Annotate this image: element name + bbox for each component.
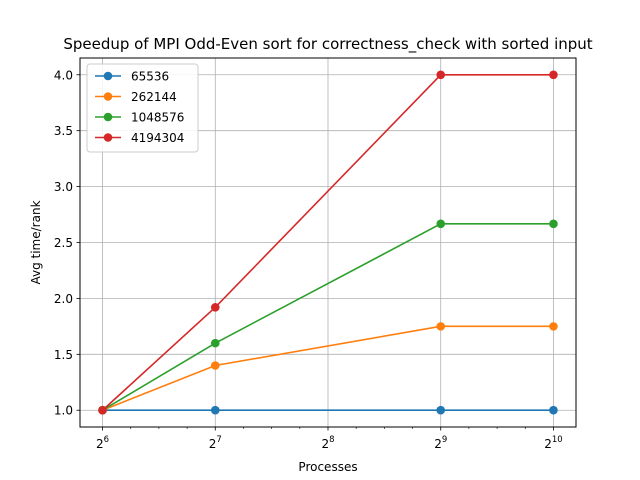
- series-4194304: [98, 70, 558, 415]
- chart-title: Speedup of MPI Odd-Even sort for correct…: [63, 35, 592, 54]
- data-point: [436, 219, 446, 229]
- legend-swatch-marker: [103, 71, 113, 81]
- data-point: [549, 219, 558, 229]
- data-point: [210, 405, 220, 415]
- data-point: [210, 303, 220, 312]
- y-tick-label: 2.5: [54, 236, 73, 250]
- data-point: [436, 405, 446, 415]
- x-tick-label: 28: [321, 435, 334, 451]
- x-tick-label: 26: [96, 435, 109, 451]
- y-tick-label: 2.0: [54, 292, 73, 306]
- legend-swatch-marker: [103, 112, 113, 122]
- legend-label: 4194304: [131, 131, 184, 145]
- legend-label: 1048576: [131, 111, 184, 125]
- x-axis: 26 27 28 29 210: [96, 427, 563, 451]
- series-line: [102, 325, 554, 411]
- data-point: [549, 322, 558, 331]
- y-axis-label: Avg time/rank: [29, 200, 43, 284]
- legend-swatch-marker: [103, 92, 113, 101]
- series-line: [102, 73, 554, 411]
- data-point: [210, 361, 220, 370]
- x-tick-label: 29: [434, 435, 447, 451]
- series-layer: [98, 70, 558, 415]
- x-tick-label: 210: [544, 435, 562, 451]
- y-tick-label: 3.0: [54, 180, 73, 194]
- legend-item: 262144: [95, 90, 177, 104]
- legend-item: 4194304: [95, 131, 184, 145]
- y-tick-label: 1.5: [54, 348, 73, 362]
- y-tick-label: 1.0: [54, 404, 73, 418]
- data-point: [549, 405, 558, 415]
- legend-item: 1048576: [95, 111, 184, 125]
- data-point: [436, 70, 446, 80]
- legend-label: 262144: [131, 90, 177, 104]
- series-line: [102, 223, 554, 411]
- data-point: [436, 322, 446, 331]
- data-point: [98, 405, 107, 415]
- data-point: [210, 338, 220, 348]
- data-point: [549, 70, 558, 80]
- x-axis-label: Processes: [298, 460, 357, 474]
- legend-swatch-marker: [103, 133, 113, 142]
- y-tick-label: 4.0: [54, 68, 73, 82]
- legend-item: 65536: [95, 70, 169, 84]
- legend-box: [86, 63, 199, 153]
- legend: 65536 262144 1048576 4194304: [86, 63, 199, 153]
- legend-label: 65536: [131, 70, 169, 84]
- x-tick-label: 27: [209, 435, 222, 451]
- y-tick-label: 3.5: [54, 124, 73, 138]
- y-axis: 1.0 1.5 2.0 2.5 3.0 3.5 4.0: [54, 68, 80, 418]
